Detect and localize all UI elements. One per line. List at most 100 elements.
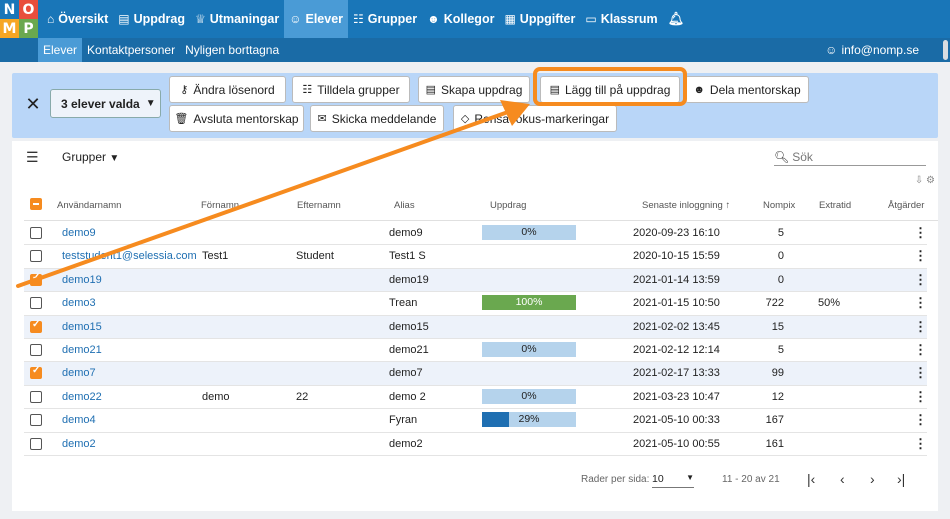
groups-filter-dropdown[interactable]: Grupper ▼ <box>62 150 119 164</box>
username-link[interactable]: demo2 <box>62 437 96 450</box>
username-link[interactable]: demo3 <box>62 297 96 310</box>
row-checkbox[interactable] <box>30 272 42 286</box>
table-row[interactable]: teststudent1@selessia.com Test1 Student Tes… <box>24 245 927 269</box>
nav-item-klassrum[interactable]: ▭ Klassrum <box>580 0 662 38</box>
row-checkbox[interactable] <box>30 437 42 450</box>
filter-icon[interactable]: ☰ <box>26 149 39 165</box>
tilldela-grupper-button[interactable]: ☷ Tilldela grupper <box>292 76 410 103</box>
more-actions-icon[interactable]: ⋮ <box>914 248 927 264</box>
row-checkbox[interactable] <box>30 344 42 356</box>
assignment-progress-bar[interactable]: 100% <box>482 295 576 311</box>
progress-label: 0% <box>521 343 537 355</box>
subnav-item-2[interactable]: Kontaktpersoner <box>87 43 176 57</box>
more-actions-icon[interactable]: ⋮ <box>914 271 927 287</box>
progress-label: 100% <box>515 296 543 309</box>
nav-item-elever[interactable]: ☺ Elever <box>284 0 349 38</box>
gear-icon[interactable]: ⚙ <box>926 175 935 186</box>
bell-icon[interactable]: 🔔︎ <box>667 11 685 26</box>
table-row[interactable]: demo22 demo 22 demo 2 0% 2021-03-23 10:47 12 ⋮ <box>24 386 927 410</box>
column-header-nompix[interactable]: Nompix <box>763 200 796 211</box>
button-label: Tilldela grupper <box>317 82 400 97</box>
avsluta-mentorskap-button[interactable]: 🗑 Avsluta mentorskap <box>169 105 304 132</box>
table-row[interactable]: demo19 demo19 2021-01-14 13:59 0 ⋮ <box>24 268 927 293</box>
next-page-icon[interactable]: › <box>870 471 875 487</box>
logo-letter-o: O <box>19 0 38 19</box>
skicka-meddelande-button[interactable]: ✉ Skicka meddelande <box>310 105 444 132</box>
rows-per-page-select[interactable]: 10 ▼ <box>652 473 694 488</box>
more-actions-icon[interactable]: ⋮ <box>914 435 927 451</box>
nav-item-utmaningar[interactable]: ♕ Utmaningar <box>190 0 284 38</box>
more-actions-icon[interactable]: ⋮ <box>914 388 927 404</box>
alias-cell: demo7 <box>389 367 423 380</box>
nav-item-uppgifter[interactable]: ▦ Uppgifter <box>499 0 580 38</box>
more-actions-icon[interactable]: ⋮ <box>914 365 927 381</box>
table-row[interactable]: demo4 Fyran 29% 2021-05-10 00:33 167 ⋮ <box>24 409 927 433</box>
nav-item-översikt[interactable]: ⌂ Översikt <box>42 0 113 38</box>
column-header-assignments[interactable]: Uppdrag <box>490 200 527 211</box>
table-row[interactable]: demo21 demo21 0% 2021-02-12 12:14 5 ⋮ <box>24 339 927 363</box>
table-row[interactable]: demo2 demo2 2021-05-10 00:55 161 ⋮ <box>24 433 927 456</box>
row-checkbox[interactable] <box>30 297 42 310</box>
row-checkbox[interactable] <box>30 227 42 239</box>
nompix-cell: 167 <box>765 414 784 427</box>
dela-mentorskap-button[interactable]: ☻ Dela mentorskap <box>685 76 809 103</box>
column-header-lastname[interactable]: Efternamn <box>297 200 341 211</box>
close-icon[interactable]: ✕ <box>25 93 41 114</box>
more-actions-icon[interactable]: ⋮ <box>914 318 927 334</box>
assignment-progress-bar[interactable]: 29% <box>482 412 576 428</box>
username-link[interactable]: demo4 <box>62 414 96 427</box>
more-actions-icon[interactable]: ⋮ <box>914 412 927 428</box>
export-icon[interactable]: ⇩ <box>914 175 924 186</box>
subnav-item-1[interactable]: Elever <box>38 38 83 62</box>
sub-navigation: Elever Kontaktpersoner Nyligen borttagna ☺… <box>0 38 950 62</box>
nompix-cell: 0 <box>777 273 784 286</box>
column-header-alias[interactable]: Alias <box>394 200 415 211</box>
book-icon: ▤ <box>549 84 560 96</box>
more-actions-icon[interactable]: ⋮ <box>914 342 927 357</box>
ändra-lösenord-button[interactable]: ⚷ Ändra lösenord <box>169 76 286 103</box>
scrollbar[interactable] <box>943 40 948 60</box>
column-header-extratime[interactable]: Extratid <box>819 200 852 211</box>
account-menu[interactable]: ☺ info@nomp.se <box>825 38 919 62</box>
table-row[interactable]: demo7 demo7 2021-02-17 13:33 99 ⋮ <box>24 362 927 386</box>
more-actions-icon[interactable]: ⋮ <box>914 225 927 240</box>
nav-item-label: Grupper <box>367 12 418 26</box>
username-link[interactable]: demo21 <box>62 344 102 356</box>
nav-item-kollegor[interactable]: ☻ Kollegor <box>422 0 499 38</box>
username-link[interactable]: demo7 <box>62 367 96 380</box>
last-page-icon[interactable]: ›| <box>897 471 906 487</box>
assignment-progress-bar[interactable]: 0% <box>482 342 576 357</box>
column-header-username[interactable]: Användarnamn <box>57 200 122 211</box>
nomp-logo[interactable]: N O M P <box>0 0 38 38</box>
row-checkbox[interactable] <box>30 390 42 403</box>
subnav-item-3[interactable]: Nyligen borttagna <box>185 43 280 57</box>
row-checkbox[interactable] <box>30 250 42 263</box>
row-checkbox[interactable] <box>30 319 42 333</box>
username-link[interactable]: demo22 <box>62 390 102 403</box>
column-header-last-login[interactable]: Senaste inloggning ↑ <box>642 200 730 211</box>
more-actions-icon[interactable]: ⋮ <box>914 295 927 311</box>
lägg-till-på-uppdrag-button[interactable]: ▤ Lägg till på uppdrag <box>540 76 680 103</box>
username-link[interactable]: demo15 <box>62 320 102 333</box>
first-page-icon[interactable]: |‹ <box>807 471 816 487</box>
previous-page-icon[interactable]: ‹ <box>840 471 845 487</box>
assignment-progress-bar[interactable]: 0% <box>482 388 576 404</box>
search-input[interactable]: 🔍︎ Sök <box>774 148 926 166</box>
username-link[interactable]: demo9 <box>62 227 96 239</box>
table-row[interactable]: demo3 Trean 100% 2021-01-15 10:50 722 50% ⋮ <box>24 292 927 316</box>
rensa-fokus-markeringar-button[interactable]: ◇ Rensa fokus-markeringar <box>453 105 617 132</box>
table-row[interactable]: demo9 demo9 0% 2020-09-23 16:10 5 ⋮ <box>24 222 927 246</box>
select-all-checkbox[interactable] <box>30 198 42 210</box>
column-header-firstname[interactable]: Förnamn <box>201 200 240 211</box>
selected-students-dropdown[interactable]: 3 elever valda ▼ <box>50 89 161 118</box>
skapa-uppdrag-button[interactable]: ▤ Skapa uppdrag <box>418 76 530 103</box>
chevron-down-icon: ▼ <box>109 153 120 164</box>
username-link[interactable]: demo19 <box>62 273 102 286</box>
table-row[interactable]: demo15 demo15 2021-02-02 13:45 15 ⋮ <box>24 315 927 339</box>
row-checkbox[interactable] <box>30 414 42 427</box>
nav-item-uppdrag[interactable]: ▤ Uppdrag <box>113 0 190 38</box>
nav-item-grupper[interactable]: ☷ Grupper <box>348 0 422 38</box>
username-link[interactable]: teststudent1@selessia.com <box>62 250 197 263</box>
assignment-progress-bar[interactable]: 0% <box>482 225 576 240</box>
row-checkbox[interactable] <box>30 365 42 380</box>
